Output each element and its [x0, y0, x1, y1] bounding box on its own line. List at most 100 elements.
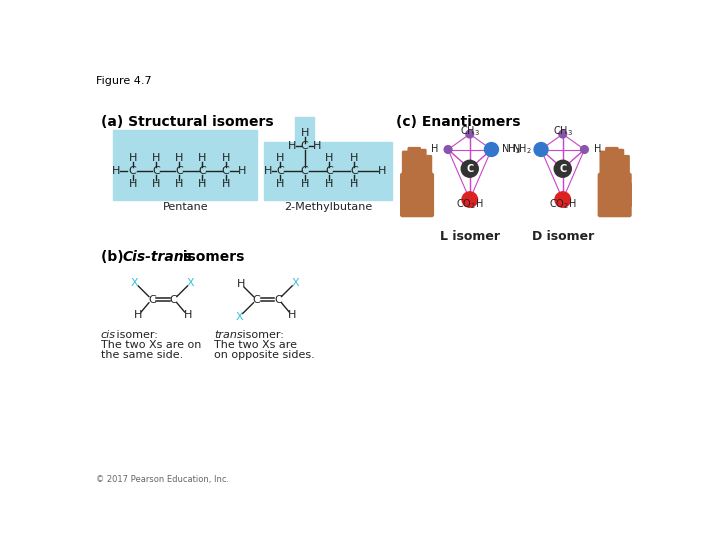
Text: H: H: [128, 153, 137, 163]
Text: CO$_2$H: CO$_2$H: [549, 197, 577, 211]
FancyBboxPatch shape: [413, 147, 421, 179]
Text: C: C: [559, 164, 567, 174]
FancyBboxPatch shape: [402, 151, 410, 179]
Text: isomer:: isomer:: [113, 330, 158, 340]
Text: (b): (b): [101, 249, 128, 264]
Circle shape: [580, 146, 588, 153]
Text: H: H: [198, 153, 207, 163]
Text: H: H: [288, 310, 297, 320]
Text: The two Xs are: The two Xs are: [214, 340, 297, 350]
Text: (c) Enantiomers: (c) Enantiomers: [396, 115, 521, 129]
Text: H: H: [134, 310, 143, 320]
Text: H: H: [325, 153, 333, 163]
Text: X: X: [292, 278, 300, 288]
Bar: [113, 130, 256, 200]
Bar: [264, 142, 392, 200]
Circle shape: [466, 130, 474, 138]
Text: C: C: [170, 295, 178, 305]
Text: cis: cis: [101, 330, 116, 340]
Text: Pentane: Pentane: [163, 202, 208, 212]
FancyBboxPatch shape: [418, 148, 427, 179]
FancyBboxPatch shape: [598, 173, 631, 217]
Text: Cis-trans: Cis-trans: [122, 249, 192, 264]
Text: C: C: [301, 166, 309, 176]
FancyBboxPatch shape: [611, 147, 618, 179]
Text: H: H: [264, 166, 272, 176]
Text: the same side.: the same side.: [101, 350, 183, 361]
Text: H: H: [184, 310, 192, 320]
Text: H: H: [276, 153, 284, 163]
FancyBboxPatch shape: [424, 155, 432, 179]
Circle shape: [559, 130, 567, 138]
Text: H: H: [431, 145, 438, 154]
Text: H: H: [238, 166, 246, 176]
FancyBboxPatch shape: [400, 173, 434, 217]
Bar: [295, 117, 314, 142]
Text: C: C: [466, 164, 473, 174]
Text: C: C: [129, 166, 137, 176]
Text: NH$_2$: NH$_2$: [512, 143, 532, 157]
Text: 2-Methylbutane: 2-Methylbutane: [284, 202, 372, 212]
FancyBboxPatch shape: [623, 183, 632, 207]
Text: H: H: [112, 166, 120, 176]
Text: H: H: [222, 153, 230, 163]
Text: H: H: [594, 145, 601, 154]
Text: Figure 4.7: Figure 4.7: [96, 76, 152, 85]
Text: C: C: [175, 166, 183, 176]
Text: H: H: [175, 179, 184, 189]
Text: H: H: [128, 179, 137, 189]
Text: CO$_2$H: CO$_2$H: [456, 197, 484, 211]
Text: CH$_3$: CH$_3$: [553, 124, 572, 138]
Text: H: H: [237, 279, 246, 289]
Text: H: H: [313, 141, 321, 151]
Text: C: C: [276, 166, 284, 176]
Text: L isomer: L isomer: [440, 231, 500, 244]
Circle shape: [485, 143, 498, 157]
FancyBboxPatch shape: [600, 151, 608, 179]
Text: H: H: [222, 179, 230, 189]
Text: H: H: [152, 153, 160, 163]
Text: C: C: [301, 141, 309, 151]
Text: H: H: [198, 179, 207, 189]
Circle shape: [444, 146, 452, 153]
Circle shape: [555, 192, 570, 207]
Text: on opposite sides.: on opposite sides.: [214, 350, 315, 361]
FancyBboxPatch shape: [408, 147, 415, 179]
FancyBboxPatch shape: [622, 155, 630, 179]
Text: C: C: [325, 166, 333, 176]
Text: H: H: [152, 179, 160, 189]
Text: H: H: [276, 179, 284, 189]
FancyBboxPatch shape: [616, 148, 624, 179]
Circle shape: [462, 192, 477, 207]
Circle shape: [554, 160, 571, 177]
Text: H: H: [175, 153, 184, 163]
Text: D isomer: D isomer: [531, 231, 594, 244]
Text: NH$_2$: NH$_2$: [500, 143, 521, 157]
Text: H: H: [300, 129, 309, 138]
Text: H: H: [350, 179, 359, 189]
Text: H: H: [350, 153, 359, 163]
Text: (a) Structural isomers: (a) Structural isomers: [101, 115, 274, 129]
Text: X: X: [131, 278, 139, 288]
Text: C: C: [199, 166, 206, 176]
Text: C: C: [274, 295, 282, 305]
Text: The two Xs are on: The two Xs are on: [101, 340, 201, 350]
Text: X: X: [187, 278, 194, 288]
Text: C: C: [351, 166, 358, 176]
Text: H: H: [300, 179, 309, 189]
Text: H: H: [378, 166, 387, 176]
Text: C: C: [148, 295, 156, 305]
Circle shape: [462, 160, 478, 177]
Text: isomers: isomers: [179, 249, 245, 264]
Text: © 2017 Pearson Education, Inc.: © 2017 Pearson Education, Inc.: [96, 475, 230, 484]
FancyBboxPatch shape: [401, 183, 410, 207]
Text: C: C: [222, 166, 230, 176]
Text: C: C: [253, 295, 261, 305]
Text: X: X: [235, 312, 243, 322]
FancyBboxPatch shape: [605, 147, 613, 179]
Text: isomer:: isomer:: [239, 330, 284, 340]
Text: H: H: [325, 179, 333, 189]
Text: trans: trans: [214, 330, 243, 340]
Text: CH$_3$: CH$_3$: [460, 124, 480, 138]
Circle shape: [534, 143, 548, 157]
